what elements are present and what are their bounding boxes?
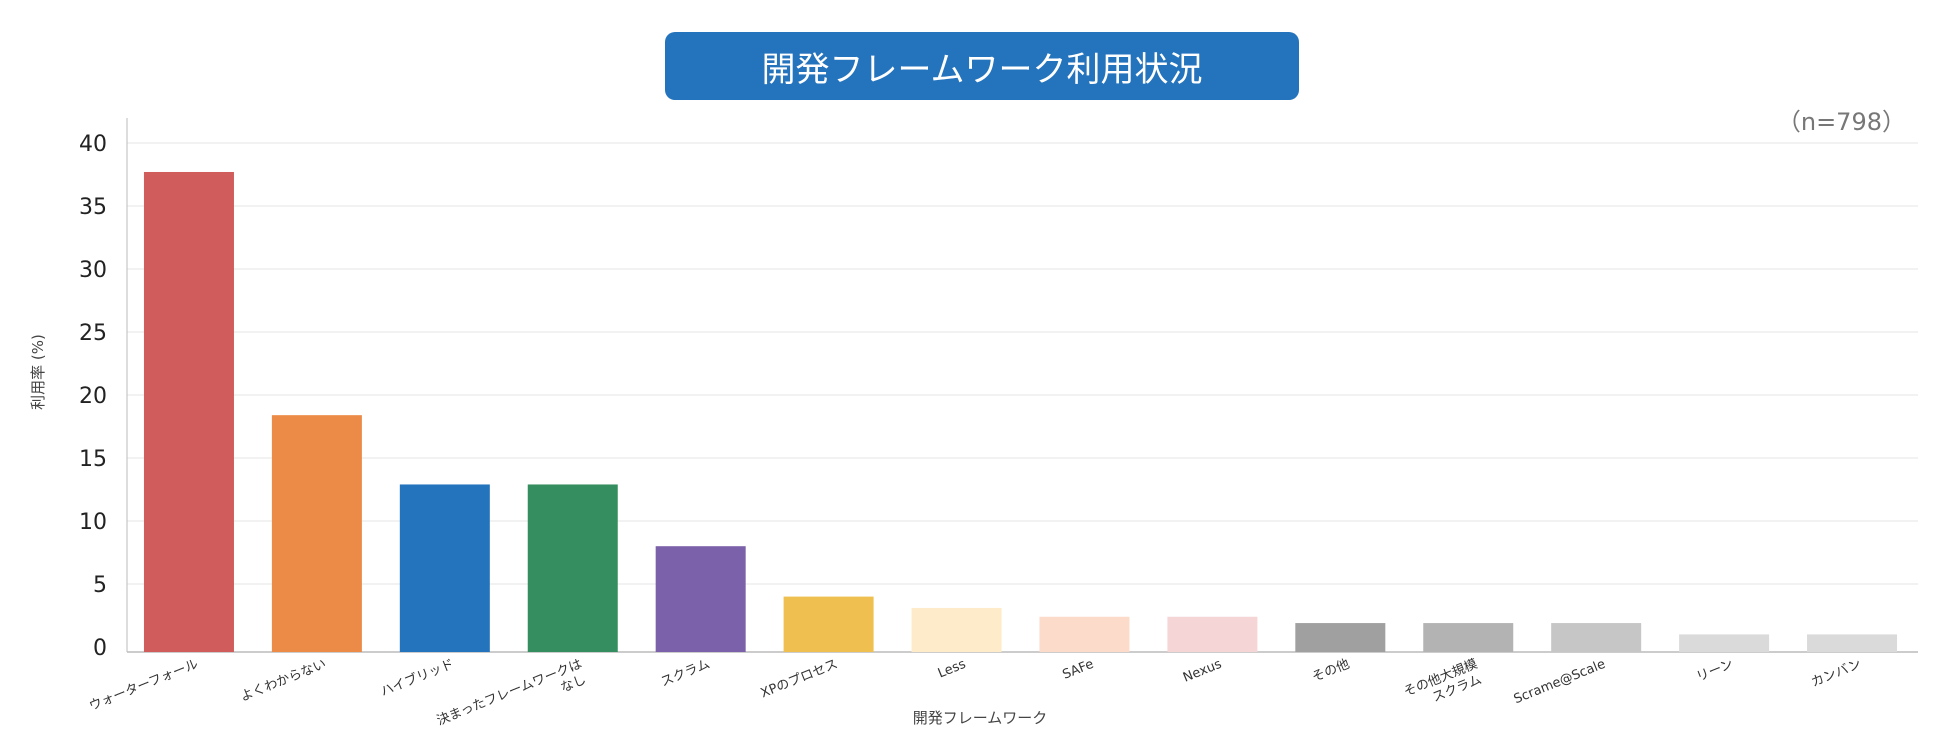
y-tick-label: 30 — [79, 258, 107, 283]
bar — [399, 484, 490, 652]
y-tick-label: 5 — [93, 573, 107, 598]
y-axis-title: 利用率 (%) — [29, 334, 47, 410]
x-tick-label-line: リーン — [1694, 657, 1735, 685]
chart-title: 開発フレームワーク利用状況 — [761, 49, 1203, 90]
x-tick-label: その他大規模スクラム — [1402, 657, 1486, 715]
x-tick-label-line: SAFe — [1061, 657, 1096, 683]
x-tick-label-line: よくわからない — [238, 657, 328, 705]
x-tick-label-line: Nexus — [1181, 657, 1224, 686]
bar — [1039, 616, 1130, 652]
x-tick-label-line: ハイブリッド — [378, 656, 456, 700]
bar — [1295, 623, 1386, 652]
x-tick-label: ハイブリッド — [378, 656, 456, 700]
x-tick-label: Scrame@Scale — [1512, 657, 1608, 707]
x-tick-label-line: XPのプロセス — [759, 657, 840, 702]
x-tick-label: XPのプロセス — [759, 657, 840, 702]
bar — [1679, 634, 1770, 652]
sample-size-note: （n=798） — [1776, 108, 1906, 136]
y-tick-label: 40 — [79, 132, 107, 157]
x-tick-label-line: 決まったフレームワークは — [435, 657, 584, 729]
x-tick-label: SAFe — [1061, 657, 1096, 683]
x-tick-label-line: Scrame@Scale — [1512, 657, 1608, 707]
bar — [1423, 623, 1514, 652]
x-tick-label: 決まったフレームワークはなし — [435, 657, 590, 742]
chart-title-box: 開発フレームワーク利用状況 — [665, 32, 1299, 100]
bar — [527, 484, 618, 652]
bar — [911, 607, 1002, 652]
x-tick-label-line: ウォーターフォール — [87, 657, 200, 714]
y-tick-label: 0 — [93, 636, 107, 661]
y-tick-label: 10 — [79, 510, 107, 535]
bar — [1167, 616, 1258, 652]
x-tick-label: リーン — [1694, 657, 1735, 685]
bar — [1551, 623, 1642, 652]
x-tick-label: カンバン — [1809, 657, 1863, 691]
bar — [1807, 634, 1898, 652]
x-tick-label-line: その他 — [1310, 657, 1352, 686]
bar — [783, 596, 874, 652]
x-tick-label-line: カンバン — [1809, 657, 1863, 691]
x-axis-title: 開発フレームワーク — [913, 709, 1048, 727]
x-tick-label: その他 — [1310, 657, 1352, 686]
x-tick-label: よくわからない — [238, 657, 328, 705]
x-tick-label: ウォーターフォール — [87, 657, 200, 714]
bar — [271, 415, 362, 652]
x-tick-label: スクラム — [659, 657, 712, 690]
x-tick-label-line: Less — [936, 657, 968, 682]
y-tick-label: 25 — [79, 321, 107, 346]
y-tick-label: 35 — [79, 195, 107, 220]
bar — [655, 546, 746, 652]
x-tick-label: Less — [936, 657, 968, 682]
x-tick-label-line: スクラム — [659, 657, 712, 690]
x-tick-label: Nexus — [1181, 657, 1224, 686]
y-tick-label: 20 — [79, 384, 107, 409]
y-tick-label: 15 — [79, 447, 107, 472]
bar — [143, 171, 234, 653]
